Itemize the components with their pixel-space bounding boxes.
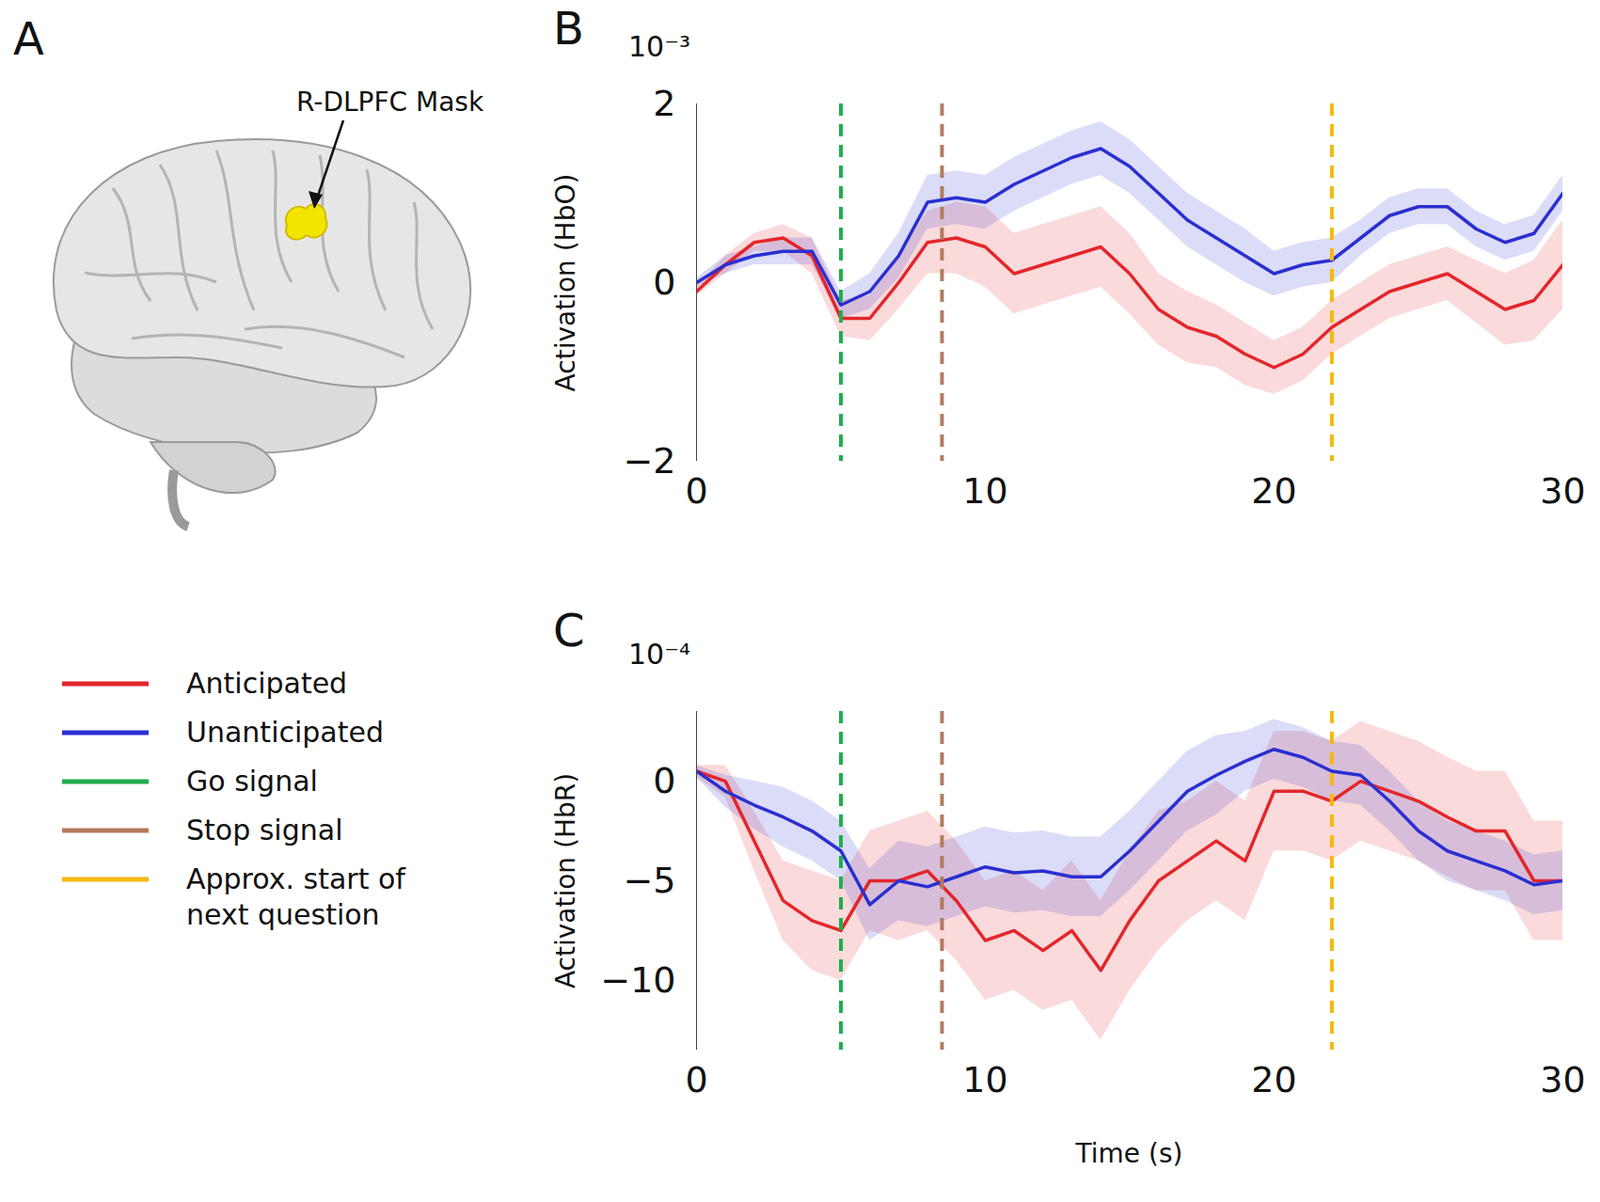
html-text:Anticipated: Anticipated (186, 666, 348, 700)
svg-text:0: 0 (652, 261, 676, 303)
svg-text:0: 0 (684, 470, 708, 512)
html-text:Activation (HbO): Activation (HbO) (550, 173, 582, 392)
html-text:Activation (HbR): Activation (HbR) (550, 772, 582, 989)
html-text:Stop signal: Stop signal (186, 813, 343, 847)
svg-text:30: 30 (1539, 1059, 1585, 1101)
html-text:B: B (553, 1, 585, 55)
html-text:10⁻⁴: 10⁻⁴ (628, 637, 691, 671)
svg-text:R-DLPFC Mask: R-DLPFC Mask (296, 86, 485, 118)
html-text:Unanticipated: Unanticipated (186, 715, 384, 749)
svg-text:10: 10 (962, 470, 1008, 512)
html-text:C: C (553, 603, 585, 657)
svg-text:20: 20 (1251, 1059, 1297, 1101)
svg-text:A: A (13, 12, 45, 65)
svg-text:−10: −10 (600, 959, 676, 1001)
svg-text:0: 0 (684, 1059, 708, 1101)
svg-text:2: 2 (652, 82, 676, 125)
svg-text:−2: −2 (622, 440, 676, 482)
svg-text:30: 30 (1539, 470, 1585, 512)
html-text:10⁻³: 10⁻³ (628, 30, 691, 64)
html-text:Time (s): Time (s) (1075, 1138, 1183, 1170)
svg-text:−5: −5 (622, 859, 676, 902)
svg-text:10: 10 (962, 1059, 1008, 1101)
html-text:Go signal: Go signal (186, 764, 318, 798)
svg-text:20: 20 (1251, 470, 1297, 512)
html-text:Approx. start of next question: Approx. start of next question (186, 862, 406, 932)
svg-text:0: 0 (652, 760, 676, 802)
